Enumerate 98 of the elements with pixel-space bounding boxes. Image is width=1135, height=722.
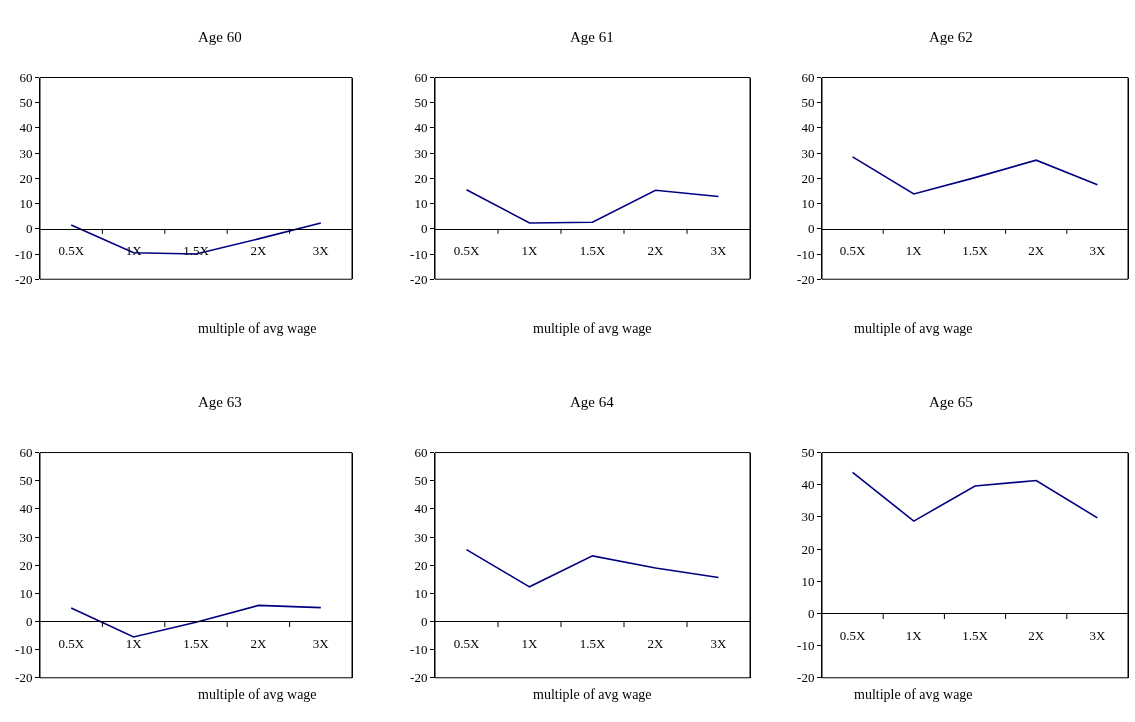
y-tick-label: 60 xyxy=(414,445,428,461)
y-tick-label: 20 xyxy=(801,541,815,557)
x-tick-label: 0.5X xyxy=(58,636,85,652)
chart-title: Age 64 xyxy=(570,394,615,410)
y-tick-label: 50 xyxy=(19,95,33,111)
x-tick-label: 0.5X xyxy=(58,243,85,259)
x-tick-label: 0.5X xyxy=(453,243,480,259)
x-tick-label: 3X xyxy=(1089,628,1106,644)
x-tick-label: 1.5X xyxy=(962,243,989,259)
y-tick-label: 30 xyxy=(19,529,33,545)
y-tick-label: 40 xyxy=(801,477,815,493)
x-tick-label: 1X xyxy=(521,636,539,652)
x-tick-label: 1.5X xyxy=(579,243,606,259)
y-tick-label: 30 xyxy=(19,145,33,161)
x-tick-label: 1.5X xyxy=(579,636,606,652)
x-axis-title: multiple of avg wage xyxy=(198,321,317,336)
y-tick-label: 40 xyxy=(414,501,428,517)
y-tick-label: 40 xyxy=(414,120,428,136)
x-tick-label: 1X xyxy=(905,628,923,644)
x-tick-label: 3X xyxy=(710,636,728,652)
x-tick-label: 2X xyxy=(250,636,267,652)
y-tick-label: 50 xyxy=(414,95,428,111)
y-tick-label: 0 xyxy=(807,605,815,621)
y-tick-label: 20 xyxy=(414,170,428,186)
y-tick-label: 60 xyxy=(19,70,33,86)
y-tick-label: 20 xyxy=(19,170,33,186)
x-axis-title: multiple of avg wage xyxy=(198,687,317,702)
x-axis-title: multiple of avg wage xyxy=(854,321,973,336)
x-tick-label: 1.5X xyxy=(183,636,210,652)
x-tick-label: 2X xyxy=(1028,628,1045,644)
y-tick-label: 20 xyxy=(801,170,815,186)
y-tick-label: 30 xyxy=(414,145,428,161)
x-tick-label: 3X xyxy=(1089,243,1106,259)
x-tick-label: 2X xyxy=(647,243,665,259)
chart-title: Age 61 xyxy=(570,29,614,45)
y-tick-label: -20 xyxy=(410,271,428,287)
y-tick-label: 30 xyxy=(801,145,815,161)
x-tick-label: 1X xyxy=(521,243,539,259)
y-tick-label: 10 xyxy=(414,585,428,601)
y-tick-label: -10 xyxy=(15,246,33,262)
x-tick-label: 3X xyxy=(710,243,728,259)
line-series xyxy=(70,604,322,638)
y-tick-label: 10 xyxy=(801,196,815,212)
y-tick-label: 0 xyxy=(25,614,33,630)
y-tick-label: -10 xyxy=(410,246,428,262)
x-tick-label: 2X xyxy=(647,636,665,652)
y-tick-label: -10 xyxy=(15,642,33,658)
y-tick-label: 30 xyxy=(414,529,428,545)
x-axis-title: multiple of avg wage xyxy=(854,687,973,702)
x-tick-label: 1.5X xyxy=(962,628,989,644)
chart-title: Age 62 xyxy=(929,29,973,45)
y-tick-label: 40 xyxy=(801,120,815,136)
y-tick-label: 20 xyxy=(414,557,428,573)
y-tick-label: -20 xyxy=(15,271,33,287)
y-tick-label: 40 xyxy=(19,120,33,136)
y-tick-label: -10 xyxy=(797,246,815,262)
chart-title: Age 63 xyxy=(198,394,242,410)
x-tick-label: 3X xyxy=(312,636,330,652)
y-tick-label: 0 xyxy=(420,614,428,630)
x-axis-title: multiple of avg wage xyxy=(533,687,652,702)
chart-title: Age 65 xyxy=(929,394,973,410)
x-axis-title: multiple of avg wage xyxy=(533,321,652,336)
y-tick-label: 0 xyxy=(25,221,33,237)
y-tick-label: 50 xyxy=(414,473,428,489)
y-tick-label: 50 xyxy=(801,445,815,461)
y-tick-label: 20 xyxy=(19,557,33,573)
y-tick-label: 50 xyxy=(19,473,33,489)
y-tick-label: 10 xyxy=(801,573,815,589)
y-tick-label: 0 xyxy=(807,221,815,237)
x-tick-label: 3X xyxy=(312,243,330,259)
y-tick-label: -20 xyxy=(797,271,815,287)
x-tick-label: 0.5X xyxy=(839,243,867,259)
line-series xyxy=(851,156,1099,195)
x-tick-label: 2X xyxy=(1028,243,1045,259)
line-series xyxy=(851,471,1099,522)
y-tick-label: 0 xyxy=(420,221,428,237)
y-tick-label: 60 xyxy=(414,70,428,86)
line-series xyxy=(465,548,720,588)
y-tick-label: -10 xyxy=(410,642,428,658)
x-tick-label: 0.5X xyxy=(453,636,480,652)
y-tick-label: 40 xyxy=(19,501,33,517)
y-tick-label: 30 xyxy=(801,509,815,525)
x-tick-label: 0.5X xyxy=(839,628,867,644)
y-tick-label: 10 xyxy=(19,585,33,601)
y-tick-label: -10 xyxy=(797,638,815,654)
y-tick-label: 60 xyxy=(19,445,33,461)
chart-title: Age 60 xyxy=(198,29,242,45)
x-tick-label: 1X xyxy=(125,636,143,652)
y-tick-label: -20 xyxy=(797,670,815,686)
x-tick-label: 1X xyxy=(905,243,923,259)
line-series xyxy=(465,188,720,224)
y-tick-label: 60 xyxy=(801,70,815,86)
y-tick-label: -20 xyxy=(410,670,428,686)
y-tick-label: 10 xyxy=(19,196,33,212)
y-tick-label: -20 xyxy=(15,670,33,686)
y-tick-label: 50 xyxy=(801,95,815,111)
y-tick-label: 10 xyxy=(414,196,428,212)
x-tick-label: 2X xyxy=(250,243,267,259)
